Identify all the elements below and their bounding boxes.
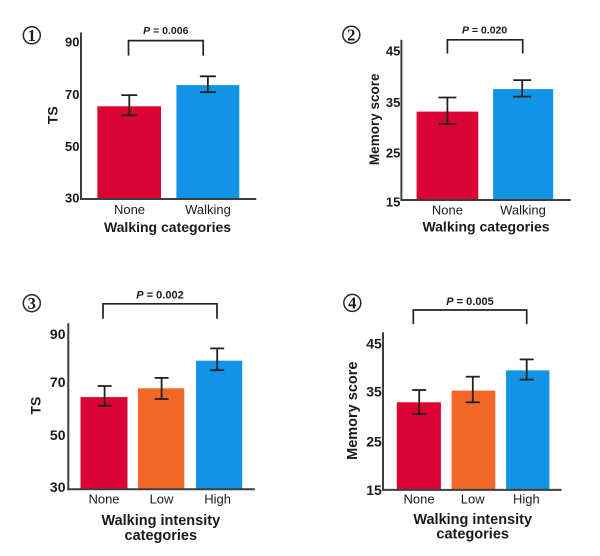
svg-text:35: 35 <box>386 95 400 110</box>
svg-text:None: None <box>432 202 463 217</box>
svg-text:4: 4 <box>348 294 356 313</box>
svg-text:P = 0.005: P = 0.005 <box>446 296 493 308</box>
svg-text:Low: Low <box>461 492 485 507</box>
svg-text:70: 70 <box>50 374 66 390</box>
svg-text:1: 1 <box>28 26 36 45</box>
svg-text:Walking intensity: Walking intensity <box>101 513 220 529</box>
svg-text:Walking: Walking <box>500 202 546 217</box>
svg-text:High: High <box>513 492 540 507</box>
svg-text:30: 30 <box>65 190 79 205</box>
svg-text:45: 45 <box>386 44 400 59</box>
svg-text:None: None <box>404 492 435 507</box>
svg-text:3: 3 <box>28 294 36 313</box>
svg-text:45: 45 <box>366 335 382 351</box>
svg-text:P = 0.002: P = 0.002 <box>136 290 183 302</box>
svg-text:Walking intensity: Walking intensity <box>413 512 532 528</box>
svg-text:25: 25 <box>386 146 400 161</box>
svg-text:90: 90 <box>50 326 66 342</box>
svg-text:15: 15 <box>366 482 382 498</box>
svg-text:15: 15 <box>386 195 400 210</box>
svg-text:categories: categories <box>436 526 509 542</box>
svg-text:categories: categories <box>125 528 198 544</box>
svg-text:35: 35 <box>366 384 382 400</box>
svg-text:30: 30 <box>50 479 66 495</box>
svg-text:TS: TS <box>45 106 61 124</box>
svg-text:High: High <box>204 491 231 506</box>
svg-text:50: 50 <box>50 427 66 443</box>
svg-text:50: 50 <box>65 139 79 154</box>
svg-text:Low: Low <box>150 492 174 507</box>
svg-text:TS: TS <box>28 397 44 415</box>
svg-text:P = 0.006: P = 0.006 <box>143 25 188 37</box>
svg-text:P = 0.020: P = 0.020 <box>462 25 507 37</box>
svg-text:None: None <box>88 492 119 507</box>
svg-text:90: 90 <box>65 35 79 50</box>
svg-text:Memory score: Memory score <box>367 73 382 165</box>
svg-text:Walking categories: Walking categories <box>104 219 231 235</box>
svg-text:Walking: Walking <box>185 202 231 217</box>
svg-text:70: 70 <box>65 87 79 102</box>
svg-text:Memory score: Memory score <box>345 362 361 460</box>
svg-text:25: 25 <box>366 434 382 450</box>
svg-text:Walking categories: Walking categories <box>422 219 549 235</box>
svg-text:None: None <box>114 202 145 217</box>
svg-text:2: 2 <box>347 25 355 44</box>
